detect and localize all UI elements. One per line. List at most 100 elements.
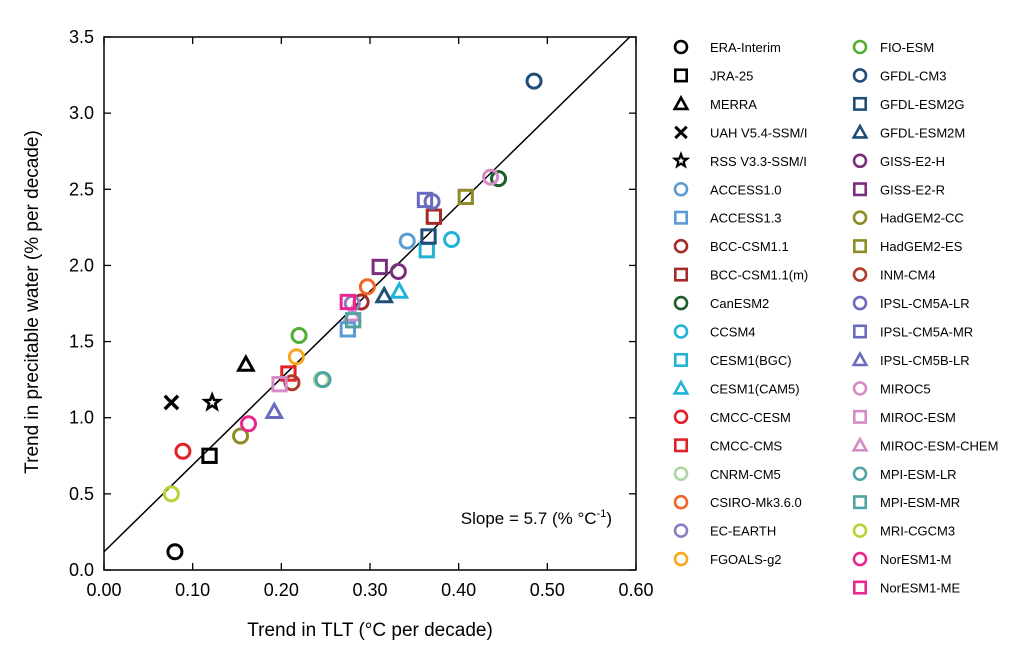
legend-marker (673, 551, 689, 567)
legend-marker (852, 182, 867, 197)
legend-label: CCSM4 (710, 325, 756, 340)
point-ipsl-cm5b-lr (264, 401, 285, 420)
legend-marker (852, 239, 867, 254)
slope-suffix: ) (606, 509, 612, 528)
point-fio-esm (290, 326, 308, 344)
legend-label: BCC-CSM1.1(m) (710, 268, 808, 283)
legend-marker (674, 125, 688, 140)
legend-marker (852, 96, 867, 111)
legend-marker (852, 523, 868, 538)
legend-item-mpi-esm-lr: MPI-ESM-LR (852, 466, 957, 482)
legend-item-uah-v5-4-ssm-i: UAH V5.4-SSM/I (674, 125, 808, 140)
x-tick-label: 0.10 (175, 580, 210, 600)
legend-marker (673, 409, 689, 425)
point-noresm1-m (240, 415, 258, 433)
point-cmcc-cms (280, 365, 297, 382)
point-ipsl-cm5a-mr (416, 191, 434, 209)
point-hadgem2-cc (232, 427, 250, 445)
x-tick-label: 0.50 (530, 580, 565, 600)
legend-item-miroc-esm: MIROC-ESM (852, 409, 956, 425)
legend-label: GFDL-ESM2M (880, 125, 965, 140)
y-axis-label: Trend in precitable water (% per decade) (22, 130, 43, 474)
legend-item-inm-cm4: INM-CM4 (852, 267, 936, 283)
slope-superscript: -1 (597, 508, 607, 520)
legend-label: CESM1(CAM5) (710, 381, 800, 396)
point-uah-v5-4-ssm-i (163, 394, 180, 411)
legend-item-access1-3: ACCESS1.3 (673, 211, 782, 226)
legend-marker (852, 267, 868, 282)
point-rss-v3-3-ssm-i (201, 391, 224, 412)
legend-label: GFDL-ESM2G (880, 97, 965, 112)
legend-label: MRI-CGCM3 (880, 524, 955, 539)
legend-label: HadGEM2-ES (880, 239, 963, 254)
y-tick-label: 2.5 (69, 179, 94, 199)
legend-marker (673, 181, 689, 197)
y-tick-label: 0.5 (69, 484, 94, 504)
legend-marker (673, 352, 688, 367)
legend-label: MIROC-ESM-CHEM (880, 438, 998, 453)
legend-item-cmcc-cesm: CMCC-CESM (673, 409, 791, 425)
legend-item-bcc-csm1-1: BCC-CSM1.1 (673, 238, 789, 254)
legend-label: CMCC-CESM (710, 410, 791, 425)
point-access1-0 (398, 232, 416, 250)
legend-marker (852, 381, 868, 396)
legend-item-cmcc-cms: CMCC-CMS (673, 438, 783, 453)
legend-marker (672, 379, 690, 395)
legend-marker (671, 151, 691, 169)
point-merra (235, 353, 256, 372)
point-cesm1-bgc (418, 242, 435, 259)
point-giss-e2-h (389, 263, 407, 281)
legend-item-rss-v3-3-ssm-i: RSS V3.3-SSM/I (671, 151, 807, 169)
legend-marker (673, 238, 689, 254)
legend-item-ccsm4: CCSM4 (673, 324, 756, 340)
legend-label: GISS-E2-R (880, 182, 945, 197)
point-noresm1-me (339, 293, 356, 311)
legend-item-cnrm-cm5: CNRM-CM5 (673, 466, 781, 482)
legend-label: RSS V3.3-SSM/I (710, 154, 807, 169)
legend-label: CESM1(BGC) (710, 353, 792, 368)
legend-label: NorESM1-ME (880, 581, 961, 596)
legend-label: GFDL-CM3 (880, 68, 946, 83)
legend-marker (852, 324, 867, 339)
legend-label: ACCESS1.3 (710, 211, 782, 226)
legend-item-cesm1-bgc: CESM1(BGC) (673, 352, 792, 368)
legend-label: MERRA (710, 97, 757, 112)
legend-label: CSIRO-Mk3.6.0 (710, 495, 802, 510)
legend-marker (673, 68, 688, 83)
point-miroc5 (482, 168, 500, 186)
legend-marker (852, 466, 868, 482)
legend-label: GISS-E2-H (880, 154, 945, 169)
legend-marker (672, 94, 690, 111)
legend-item-ec-earth: EC-EARTH (673, 523, 776, 539)
legend-item-fio-esm: FIO-ESM (852, 39, 934, 55)
point-mri-cgcm3 (162, 485, 180, 503)
legend-marker (852, 495, 867, 510)
legend-item-hadgem2-es: HadGEM2-ES (852, 239, 963, 254)
legend-item-gfdl-cm3: GFDL-CM3 (852, 68, 946, 83)
legend-item-hadgem2-cc: HadGEM2-CC (852, 210, 964, 226)
point-fgoals-g2 (287, 348, 305, 366)
point-mpi-esm-lr (314, 371, 332, 389)
legend-item-ipsl-cm5a-lr: IPSL-CM5A-LR (852, 295, 970, 311)
point-cmcc-cesm (174, 442, 192, 460)
legend-label: MIROC5 (880, 381, 931, 396)
point-giss-e2-r (371, 258, 388, 276)
point-csiro-mk3-6-0 (358, 278, 376, 296)
x-tick-label: 0.40 (441, 580, 476, 600)
legend-marker (673, 295, 689, 311)
legend-marker (673, 523, 689, 538)
legend-item-gfdl-esm2m: GFDL-ESM2M (851, 123, 965, 140)
legend-marker (851, 436, 869, 452)
legend-label: HadGEM2-CC (880, 211, 964, 226)
point-canesm2 (490, 170, 508, 188)
legend-label: NorESM1-M (880, 552, 952, 567)
x-axis-label: Trend in TLT (°C per decade) (247, 620, 493, 641)
legend-label: CNRM-CM5 (710, 467, 781, 482)
legend-item-mri-cgcm3: MRI-CGCM3 (852, 523, 955, 539)
legend-marker (673, 39, 689, 55)
legend-marker (852, 409, 867, 424)
legend-item-miroc-esm-chem: MIROC-ESM-CHEM (851, 436, 998, 453)
slope-text: Slope = 5.7 (% °C (461, 509, 597, 528)
legend-label: JRA-25 (710, 68, 753, 83)
legend-marker (852, 210, 868, 225)
